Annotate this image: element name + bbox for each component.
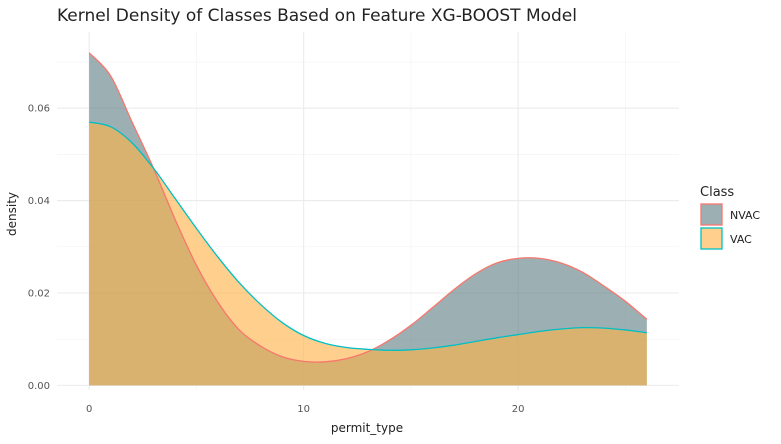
y-axis-title: density	[5, 192, 19, 236]
legend-label-nvac: NVAC	[730, 209, 760, 222]
x-tick-label: 10	[297, 404, 310, 415]
legend: Class NVAC VAC	[700, 185, 760, 250]
y-tick-label: 0.06	[28, 104, 50, 115]
y-tick-label: 0.04	[28, 196, 50, 207]
legend-key-nvac	[700, 203, 723, 226]
density-area-nvac	[89, 52, 647, 386]
x-axis-title: permit_type	[331, 421, 403, 435]
legend-title: Class	[700, 185, 734, 200]
density-line-nvac	[88, 52, 648, 363]
legend-label-vac: VAC	[730, 233, 752, 246]
x-tick-label: 20	[512, 404, 525, 415]
y-tick-label: 0.00	[28, 381, 50, 392]
legend-key-vac	[700, 227, 723, 250]
x-axis-ticks: 0 10 20	[86, 404, 525, 415]
density-line-vac	[89, 121, 647, 351]
y-axis-ticks: 0.00 0.02 0.04 0.06	[28, 104, 50, 392]
x-tick-label: 0	[86, 404, 92, 415]
density-area-vac	[89, 122, 647, 386]
chart-title: Kernel Density of Classes Based on Featu…	[57, 6, 577, 26]
density-lines	[88, 52, 648, 363]
density-areas	[89, 52, 647, 386]
y-tick-label: 0.02	[28, 288, 50, 299]
